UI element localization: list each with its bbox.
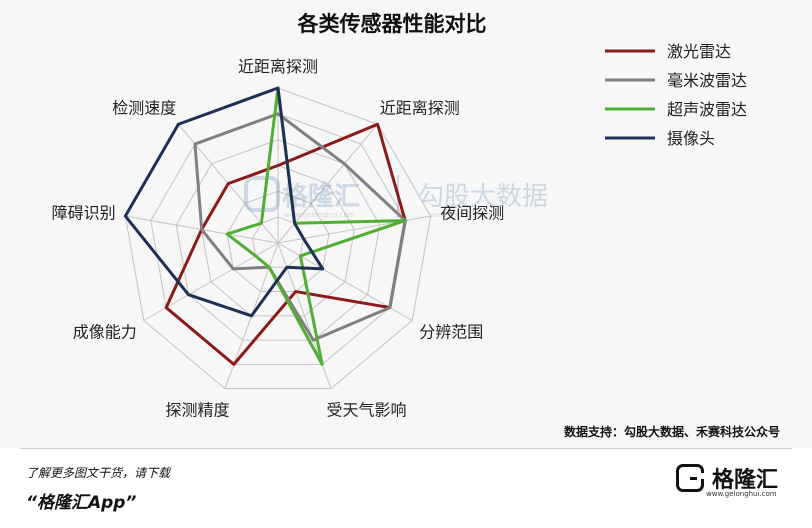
axis-label: 受天气影响 [327, 400, 407, 419]
watermark-logo-icon [244, 176, 280, 212]
footer-download-prompt: 了解更多图文干货，请下载 [26, 466, 171, 480]
grid-spoke [277, 242, 413, 321]
watermark-brand: 格隆汇 [282, 181, 360, 212]
legend-label: 激光雷达 [667, 42, 731, 61]
watermark: 格隆汇 www.gelonghui.com 勾股大数据 www.gogudata… [244, 175, 548, 219]
brand-logo-url: www.gelonghui.com [706, 490, 777, 498]
legend-label: 毫米波雷达 [667, 71, 747, 90]
brand-logo-text: 格隆汇 [712, 468, 779, 493]
watermark-brand-2: 勾股大数据 [418, 182, 548, 212]
source-note: 数据支持：勾股大数据、禾赛科技公众号 [564, 424, 780, 439]
axis-label: 成像能力 [73, 323, 137, 342]
axis-label: 障碍识别 [52, 203, 116, 222]
series-polygon [193, 112, 407, 342]
legend-label: 超声波雷达 [667, 100, 747, 119]
legend-label: 摄像头 [667, 129, 715, 148]
axis-label: 夜间探测 [440, 203, 504, 222]
axis-label: 分辨范围 [419, 323, 483, 342]
series-polygon [164, 122, 407, 366]
chart-title: 各类传感器性能对比 [297, 12, 487, 36]
series-polygon [123, 86, 325, 318]
radar-grid [124, 87, 432, 390]
grid-ring [175, 139, 381, 341]
axis-label: 近距离探测 [238, 57, 318, 76]
grid-ring [226, 190, 330, 293]
brand-logo-icon [676, 464, 704, 492]
axis-label: 检测速度 [112, 98, 176, 117]
series-polygon [225, 86, 407, 366]
grid-ring [150, 113, 406, 365]
footer: 了解更多图文干货，请下载 “格隆汇App” 格隆汇 www.gelonghui.… [0, 448, 812, 528]
watermark-url: www.gelonghui.com [284, 211, 355, 219]
axis-label: 近距离探测 [380, 98, 460, 117]
footer-divider [20, 448, 792, 449]
footer-app-name: “格隆汇App” [26, 493, 137, 513]
watermark-url-2: www.gogudata.com [430, 211, 499, 219]
axis-label: 探测精度 [165, 400, 229, 419]
radar-series [123, 86, 407, 366]
